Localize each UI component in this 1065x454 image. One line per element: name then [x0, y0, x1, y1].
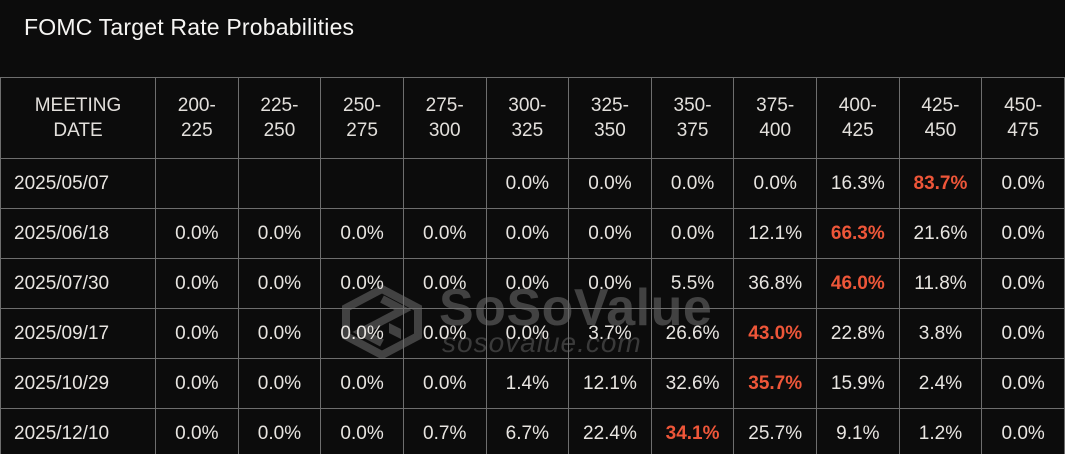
probability-cell: 0.7% — [402, 408, 487, 454]
probability-cell: 9.1% — [816, 408, 900, 454]
probability-cell: 0.0% — [402, 208, 487, 259]
probability-cell — [320, 158, 404, 209]
col-header-meeting-date: MEETING DATE — [0, 77, 156, 159]
probability-cell: 0.0% — [981, 208, 1065, 259]
probability-cell: 0.0% — [568, 208, 652, 259]
probability-cell: 21.6% — [898, 208, 983, 259]
probability-cell: 12.1% — [733, 208, 817, 259]
probability-cell — [237, 158, 322, 209]
probability-cell: 0.0% — [981, 358, 1065, 409]
probability-cell-highlight: 34.1% — [650, 408, 735, 454]
col-header-rate-range: 425- 450 — [898, 77, 983, 159]
probability-cell: 0.0% — [733, 158, 817, 209]
probability-cell: 0.0% — [320, 208, 404, 259]
rate-probability-table: MEETING DATE 200- 225 225- 250 250- 275 275-… — [0, 77, 1065, 454]
meeting-date-cell: 2025/12/10 — [0, 408, 156, 454]
probability-cell: 0.0% — [155, 258, 239, 309]
probability-cell: 5.5% — [650, 258, 735, 309]
probability-cell-highlight: 43.0% — [733, 308, 817, 359]
table-body: 2025/05/07 0.0% 0.0% 0.0% 0.0% 16.3% 83.7% 0.0%… — [0, 158, 1065, 454]
probability-cell: 0.0% — [320, 258, 404, 309]
probability-cell: 15.9% — [816, 358, 900, 409]
probability-cell: 0.0% — [650, 208, 735, 259]
table-row: 2025/06/18 0.0% 0.0% 0.0% 0.0% 0.0% 0.0% 0.0% 12… — [0, 208, 1065, 259]
meeting-date-cell: 2025/10/29 — [0, 358, 156, 409]
probability-cell: 25.7% — [733, 408, 817, 454]
meeting-date-cell: 2025/05/07 — [0, 158, 156, 209]
probability-cell-highlight: 46.0% — [816, 258, 900, 309]
table-row: 2025/10/29 0.0% 0.0% 0.0% 0.0% 1.4% 12.1% 32.6%… — [0, 358, 1065, 409]
probability-cell: 0.0% — [568, 258, 652, 309]
probability-cell: 0.0% — [155, 308, 239, 359]
probability-cell — [155, 158, 239, 209]
meeting-date-cell: 2025/06/18 — [0, 208, 156, 259]
probability-cell: 0.0% — [320, 408, 404, 454]
col-header-rate-range: 275- 300 — [402, 77, 487, 159]
probability-cell-highlight: 83.7% — [898, 158, 983, 209]
probability-cell: 0.0% — [237, 408, 322, 454]
table-row: 2025/09/17 0.0% 0.0% 0.0% 0.0% 0.0% 3.7% 26.6% 4… — [0, 308, 1065, 359]
probability-cell: 0.0% — [320, 308, 404, 359]
probability-cell: 22.8% — [816, 308, 900, 359]
probability-cell: 0.0% — [155, 208, 239, 259]
probability-cell: 0.0% — [485, 208, 570, 259]
probability-cell: 0.0% — [155, 408, 239, 454]
probability-cell: 3.7% — [568, 308, 652, 359]
probability-cell: 0.0% — [237, 208, 322, 259]
table-row: 2025/05/07 0.0% 0.0% 0.0% 0.0% 16.3% 83.7% 0.0% — [0, 158, 1065, 209]
probability-cell: 0.0% — [402, 358, 487, 409]
probability-cell — [402, 158, 487, 209]
probability-cell: 0.0% — [237, 308, 322, 359]
probability-cell: 16.3% — [816, 158, 900, 209]
probability-cell: 1.4% — [485, 358, 570, 409]
probability-cell: 0.0% — [981, 308, 1065, 359]
probability-cell: 11.8% — [898, 258, 983, 309]
probability-cell: 0.0% — [237, 358, 322, 409]
probability-cell: 0.0% — [485, 158, 570, 209]
table-header: MEETING DATE 200- 225 225- 250 250- 275 275-… — [0, 77, 1065, 159]
probability-cell-highlight: 66.3% — [816, 208, 900, 259]
probability-cell: 26.6% — [650, 308, 735, 359]
probability-cell: 22.4% — [568, 408, 652, 454]
col-header-rate-range: 325- 350 — [568, 77, 652, 159]
probability-cell: 0.0% — [485, 308, 570, 359]
probability-cell: 3.8% — [898, 308, 983, 359]
probability-cell: 1.2% — [898, 408, 983, 454]
table-row: 2025/07/30 0.0% 0.0% 0.0% 0.0% 0.0% 0.0% 5.5% 36… — [0, 258, 1065, 309]
col-header-rate-range: 350- 375 — [650, 77, 735, 159]
table-row: 2025/12/10 0.0% 0.0% 0.0% 0.7% 6.7% 22.4% 34.1%… — [0, 408, 1065, 454]
col-header-rate-range: 400- 425 — [816, 77, 900, 159]
col-header-rate-range: 225- 250 — [237, 77, 322, 159]
probability-cell-highlight: 35.7% — [733, 358, 817, 409]
col-header-rate-range: 375- 400 — [733, 77, 817, 159]
probability-cell: 0.0% — [237, 258, 322, 309]
probability-cell: 0.0% — [402, 308, 487, 359]
probability-cell: 0.0% — [402, 258, 487, 309]
probability-cell: 2.4% — [898, 358, 983, 409]
probability-cell: 0.0% — [568, 158, 652, 209]
col-header-rate-range: 300- 325 — [485, 77, 570, 159]
probability-cell: 6.7% — [485, 408, 570, 454]
probability-cell: 0.0% — [320, 358, 404, 409]
probability-cell: 32.6% — [650, 358, 735, 409]
page-title: FOMC Target Rate Probabilities — [24, 14, 355, 40]
probability-cell: 0.0% — [981, 158, 1065, 209]
col-header-rate-range: 200- 225 — [155, 77, 239, 159]
probability-cell: 0.0% — [981, 408, 1065, 454]
probability-cell: 0.0% — [650, 158, 735, 209]
probability-cell: 12.1% — [568, 358, 652, 409]
header-row: MEETING DATE 200- 225 225- 250 250- 275 275-… — [0, 77, 1065, 159]
meeting-date-cell: 2025/07/30 — [0, 258, 156, 309]
probability-cell: 36.8% — [733, 258, 817, 309]
probability-cell: 0.0% — [981, 258, 1065, 309]
probability-cell: 0.0% — [485, 258, 570, 309]
probability-cell: 0.0% — [155, 358, 239, 409]
col-header-rate-range: 450- 475 — [981, 77, 1065, 159]
meeting-date-cell: 2025/09/17 — [0, 308, 156, 359]
col-header-rate-range: 250- 275 — [320, 77, 404, 159]
